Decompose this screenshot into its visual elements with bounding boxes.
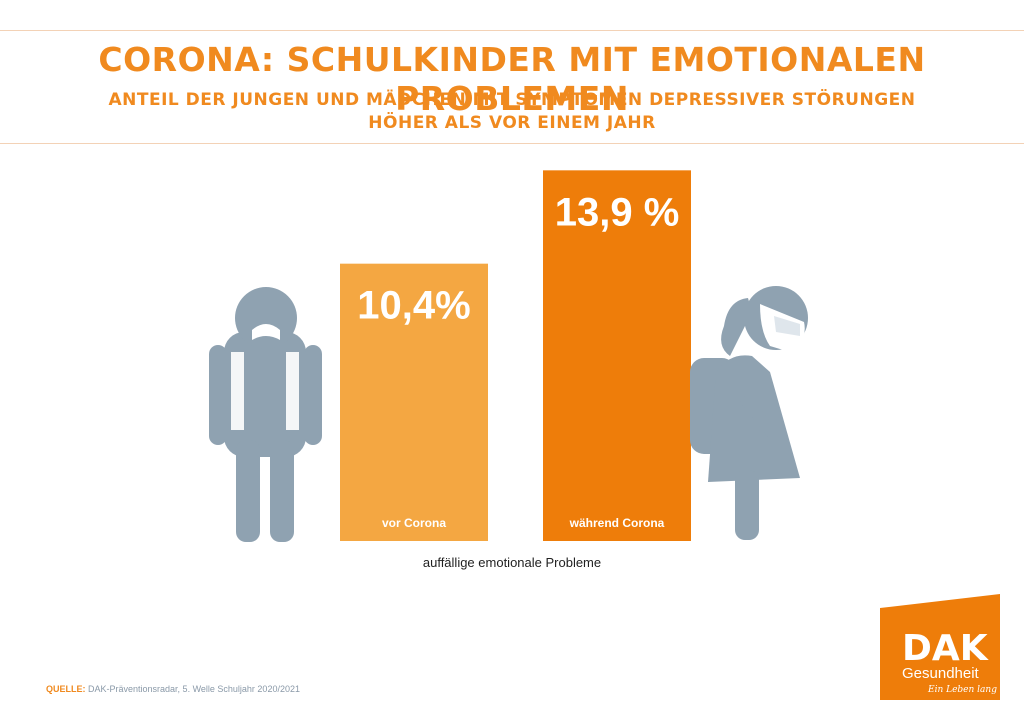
girl-student-icon	[690, 286, 808, 540]
logo-background	[880, 594, 1000, 700]
bar-category-label-1: vor Corona	[382, 516, 446, 530]
source-note: QUELLE: DAK-Präventionsradar, 5. Welle S…	[46, 684, 300, 694]
boy-student-icon	[209, 287, 322, 542]
source-label: QUELLE:	[46, 684, 86, 694]
logo-slogan: Ein Leben lang	[927, 685, 997, 695]
chart-subtitle-line2: HÖHER ALS VOR EINEM JAHR	[368, 113, 656, 133]
bars-group: 10,4% vor Corona 13,9 % während Corona	[340, 170, 691, 542]
bar-value-label-1: 10,4%	[357, 284, 470, 328]
chart-subtitle-line1: ANTEIL DER JUNGEN UND MÄDCHEN MIT SYMPTO…	[108, 90, 916, 110]
bar-value-label-2: 13,9 %	[555, 190, 680, 234]
source-text: DAK-Präventionsradar, 5. Welle Schuljahr…	[88, 684, 300, 694]
header-top-rule	[0, 30, 1024, 31]
chart-title: CORONA: SCHULKINDER MIT EMOTIONALEN PROB…	[98, 40, 926, 118]
logo-brand: DAK	[902, 628, 989, 669]
logo-name: Gesundheit	[902, 665, 980, 682]
x-axis-label: auffällige emotionale Probleme	[422, 555, 602, 570]
header-bottom-rule	[0, 143, 1024, 144]
bar-2	[543, 170, 691, 542]
bar-1	[340, 263, 488, 541]
bar-category-label-2: während Corona	[569, 516, 665, 530]
